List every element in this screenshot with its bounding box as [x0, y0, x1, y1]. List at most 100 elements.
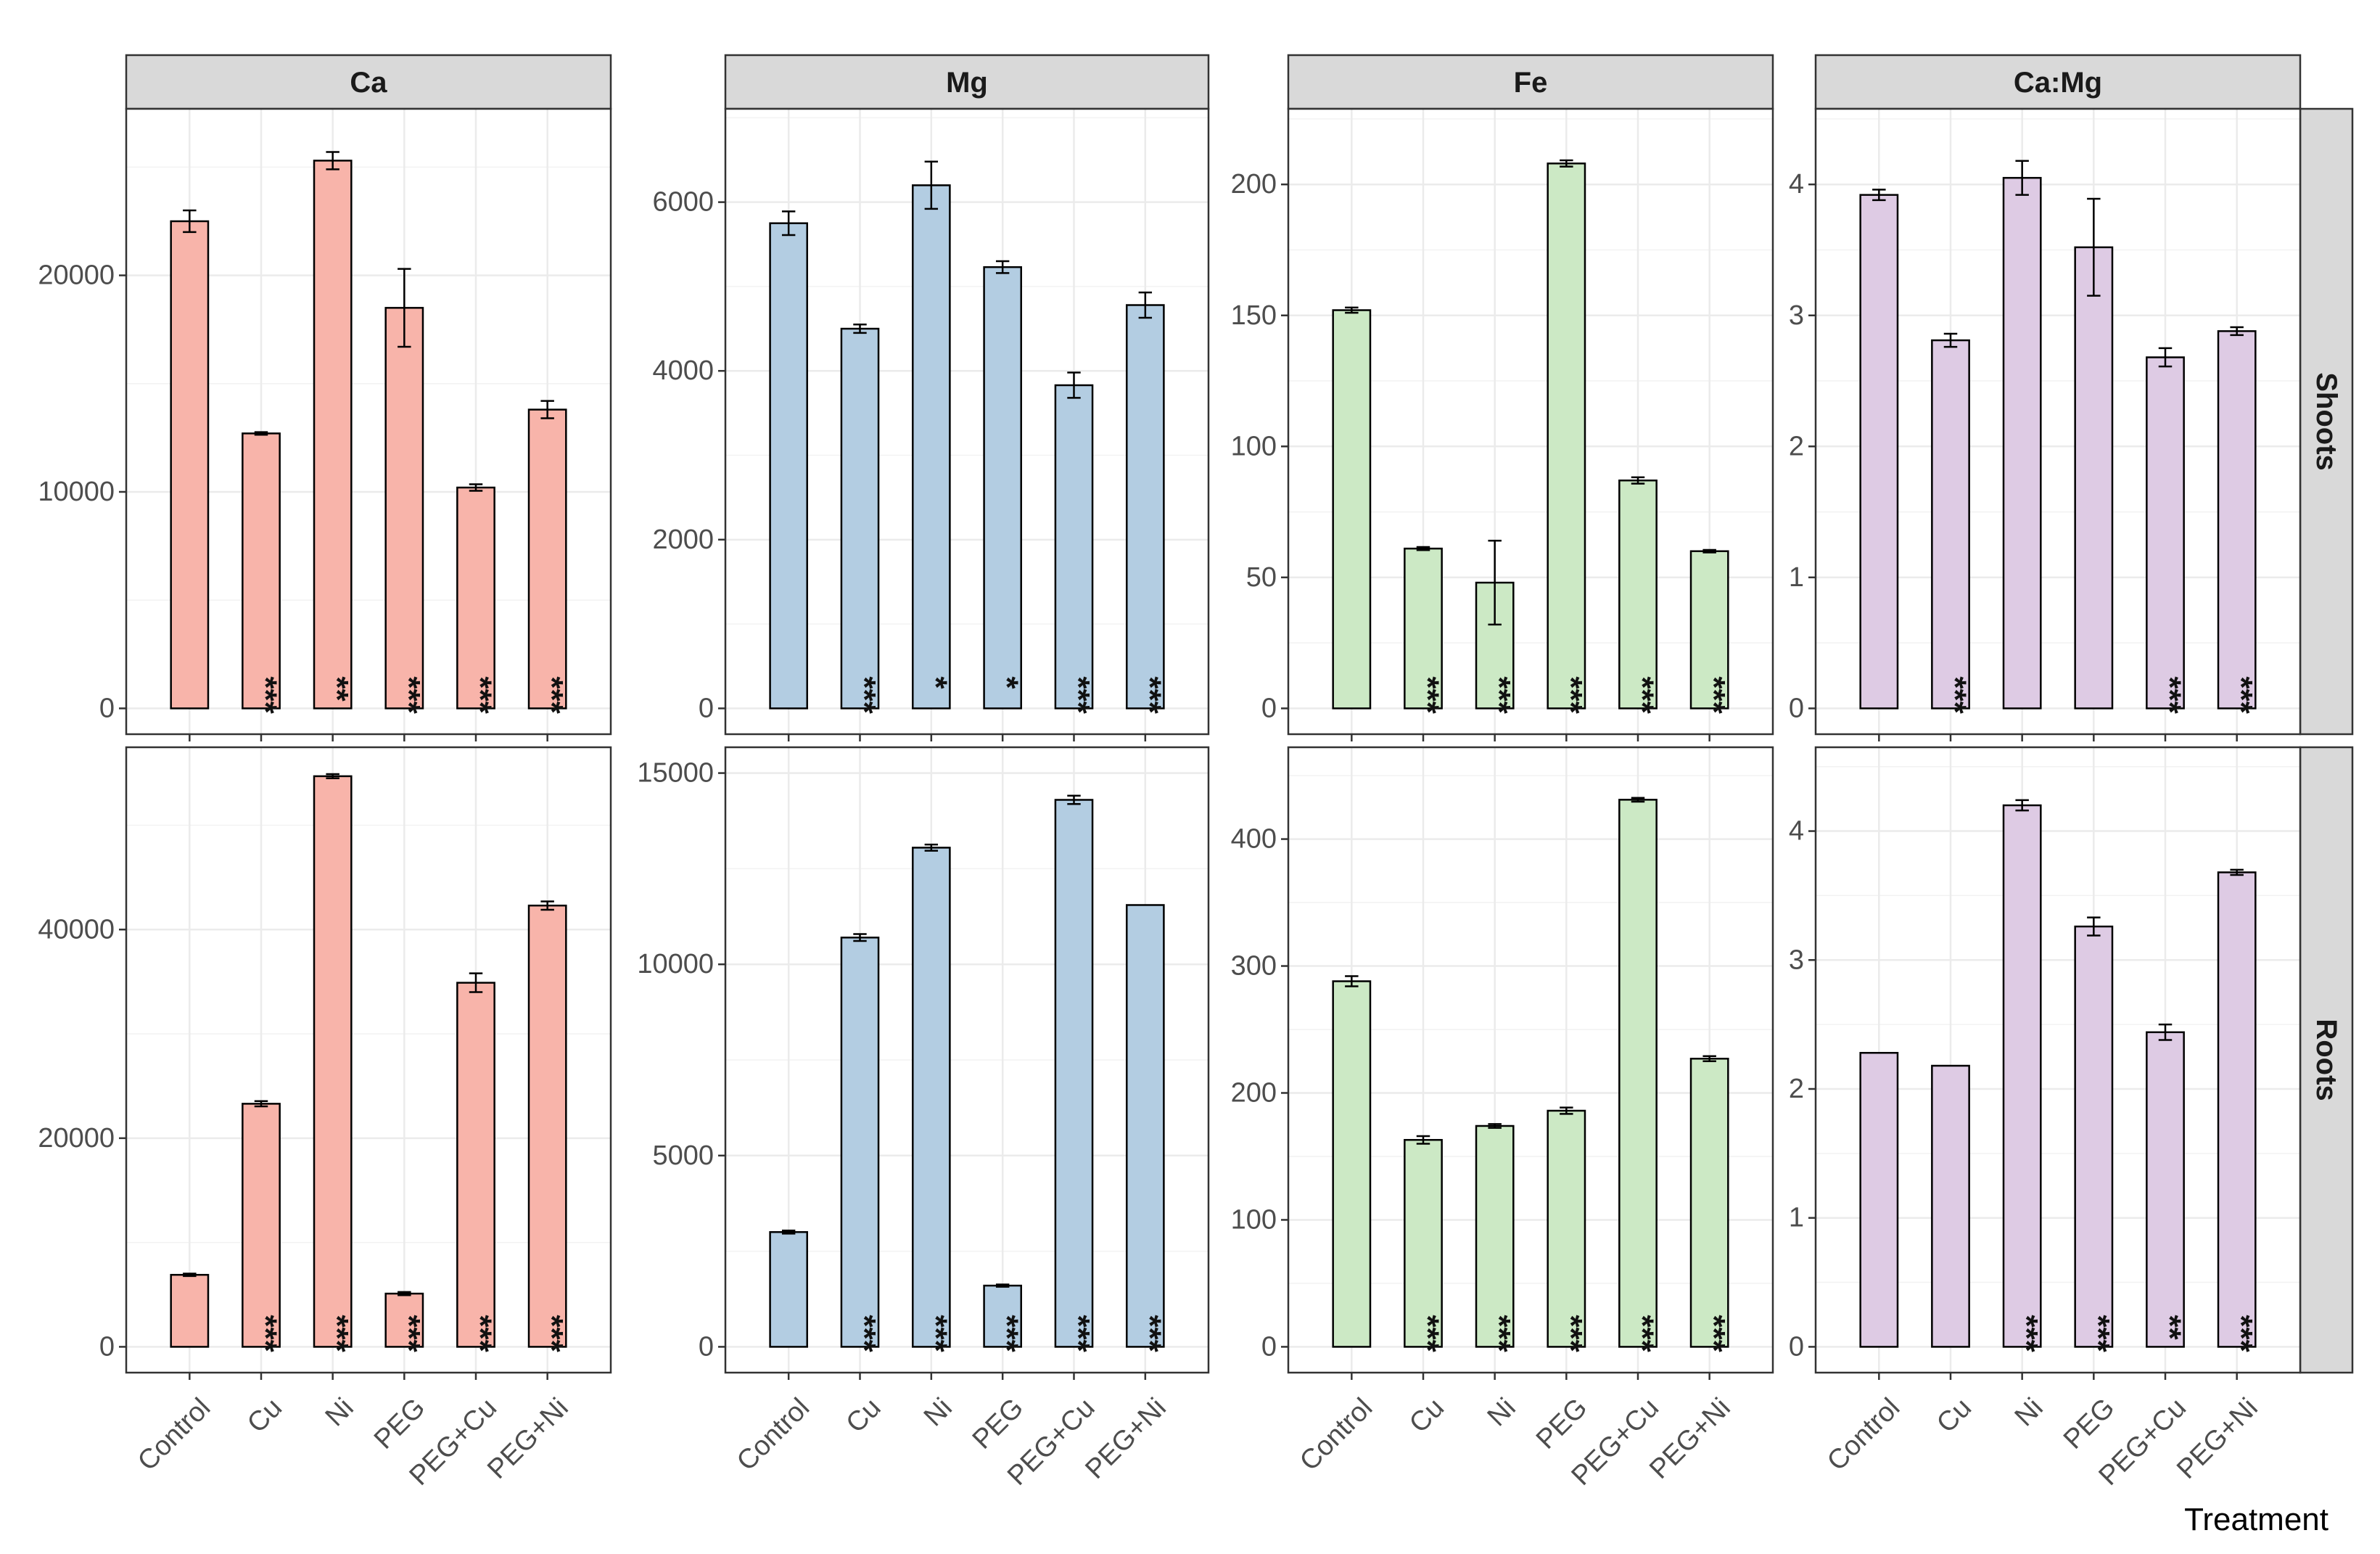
significance-label: *** — [847, 1315, 882, 1352]
panel-border — [125, 746, 612, 1374]
bar-ni — [313, 160, 353, 710]
x-tick-label-ni: Ni — [2009, 1392, 2049, 1432]
panel-border — [724, 107, 1210, 736]
error-bar-cu — [1416, 1135, 1430, 1145]
bar-cu — [242, 1103, 281, 1348]
significance-label: *** — [1481, 676, 1517, 714]
strip-ca-mg — [1814, 54, 2302, 110]
significance-label: *** — [248, 1315, 284, 1352]
strip-label-ca-mg: Ca:Mg — [2014, 67, 2102, 99]
x-tick-label-peg: PEG — [967, 1392, 1029, 1455]
bar-peg — [1547, 1109, 1586, 1348]
significance-label: *** — [534, 1315, 569, 1352]
bar-peg-cu — [1618, 479, 1658, 710]
y-tick-label: 40000 — [38, 914, 115, 945]
x-tick-label-peg-ni: PEG+Ni — [1079, 1392, 1172, 1485]
y-tick-label: 2000 — [652, 525, 714, 555]
x-tick-label-cu: Cu — [1931, 1392, 1977, 1439]
error-bar-peg-cu — [2158, 1023, 2173, 1041]
y-tick-label: 1 — [1789, 562, 1804, 593]
panel-border — [1814, 107, 2302, 736]
strip-mg — [724, 54, 1210, 110]
x-tick-label-peg-ni: PEG+Ni — [2171, 1392, 2264, 1485]
x-tick-label-ni: Ni — [918, 1392, 958, 1432]
error-bar-peg-ni — [2230, 326, 2244, 337]
strip-ca — [125, 54, 612, 110]
error-bar-cu — [853, 324, 867, 334]
bar-control — [170, 220, 210, 710]
y-tick-label: 200 — [1231, 1077, 1277, 1108]
bar-peg — [2074, 925, 2114, 1348]
error-bar-peg-cu — [469, 483, 483, 492]
significance-label: *** — [1132, 1315, 1167, 1352]
error-bar-peg — [995, 260, 1010, 274]
bar-peg-cu — [456, 486, 495, 710]
y-tick-label: 0 — [1789, 1331, 1804, 1362]
significance-label: *** — [319, 1315, 355, 1352]
y-tick-label: 0 — [699, 693, 714, 723]
error-bar-peg-cu — [2158, 347, 2173, 368]
strip-label-ca: Ca — [350, 67, 387, 99]
bar-peg-ni — [1126, 904, 1165, 1348]
bar-cu — [1931, 339, 1970, 710]
error-bar-peg — [1560, 159, 1573, 168]
error-bar-control — [1345, 975, 1359, 987]
bar-peg — [384, 307, 424, 710]
bar-peg — [2074, 246, 2114, 710]
error-bar-control — [781, 1229, 796, 1235]
x-tick-label-ni: Ni — [1482, 1392, 1522, 1432]
error-bar-peg-ni — [540, 400, 554, 419]
y-tick-label: 0 — [99, 1331, 115, 1362]
error-bar-peg — [398, 1291, 411, 1296]
y-tick-label: 3 — [1789, 945, 1804, 975]
significance-label: *** — [1696, 676, 1732, 714]
significance-label: *** — [2009, 1315, 2044, 1352]
error-bar-control — [781, 210, 796, 237]
x-tick-label-peg: PEG — [2058, 1392, 2120, 1455]
y-tick-label: 0 — [1261, 693, 1277, 723]
bar-control — [170, 1273, 210, 1348]
y-tick-label: 0 — [99, 693, 115, 723]
error-bar-ni — [924, 843, 939, 852]
significance-label: *** — [2152, 676, 2188, 714]
bar-ni — [1475, 1125, 1515, 1348]
significance-label: *** — [1553, 676, 1589, 714]
bar-peg-cu — [1618, 799, 1658, 1348]
error-bar-ni — [1488, 540, 1502, 626]
y-tick-label: 200 — [1231, 169, 1277, 200]
y-tick-label: 0 — [1789, 693, 1804, 723]
panel-border — [1287, 107, 1774, 736]
bar-peg-cu — [2146, 356, 2185, 710]
error-bar-control — [183, 209, 197, 234]
bar-control — [1332, 980, 1372, 1348]
error-bar-control — [1345, 306, 1359, 314]
error-bar-peg-ni — [1702, 548, 1716, 554]
y-tick-label: 150 — [1231, 300, 1277, 331]
y-tick-label: 4 — [1789, 816, 1804, 847]
bar-peg — [384, 1292, 424, 1348]
bar-peg-ni — [2217, 871, 2257, 1348]
strip-fe — [1287, 54, 1774, 110]
significance-label: *** — [2223, 1315, 2259, 1352]
significance-label: *** — [1061, 1315, 1096, 1352]
y-tick-label: 20000 — [38, 1123, 115, 1154]
significance-label: *** — [1553, 1315, 1589, 1352]
x-tick-label-cu: Cu — [840, 1392, 886, 1439]
y-tick-label: 400 — [1231, 824, 1277, 855]
significance-label: *** — [1061, 676, 1096, 714]
error-bar-ni — [924, 160, 939, 210]
y-tick-label: 0 — [699, 1331, 714, 1362]
error-bar-peg-cu — [1631, 797, 1645, 803]
error-bar-cu — [1416, 546, 1430, 551]
panel-ca-mg-shoots: *** *** *** 0 1 2 3 4 — [1789, 107, 2302, 741]
error-bar-peg-cu — [469, 972, 483, 993]
error-bar-ni — [1488, 1123, 1502, 1129]
error-bar-peg-ni — [1138, 291, 1153, 319]
bar-ni — [2002, 176, 2042, 710]
bar-peg — [983, 266, 1022, 710]
y-tick-label: 15000 — [637, 758, 714, 789]
error-bar-peg-cu — [1067, 371, 1081, 399]
